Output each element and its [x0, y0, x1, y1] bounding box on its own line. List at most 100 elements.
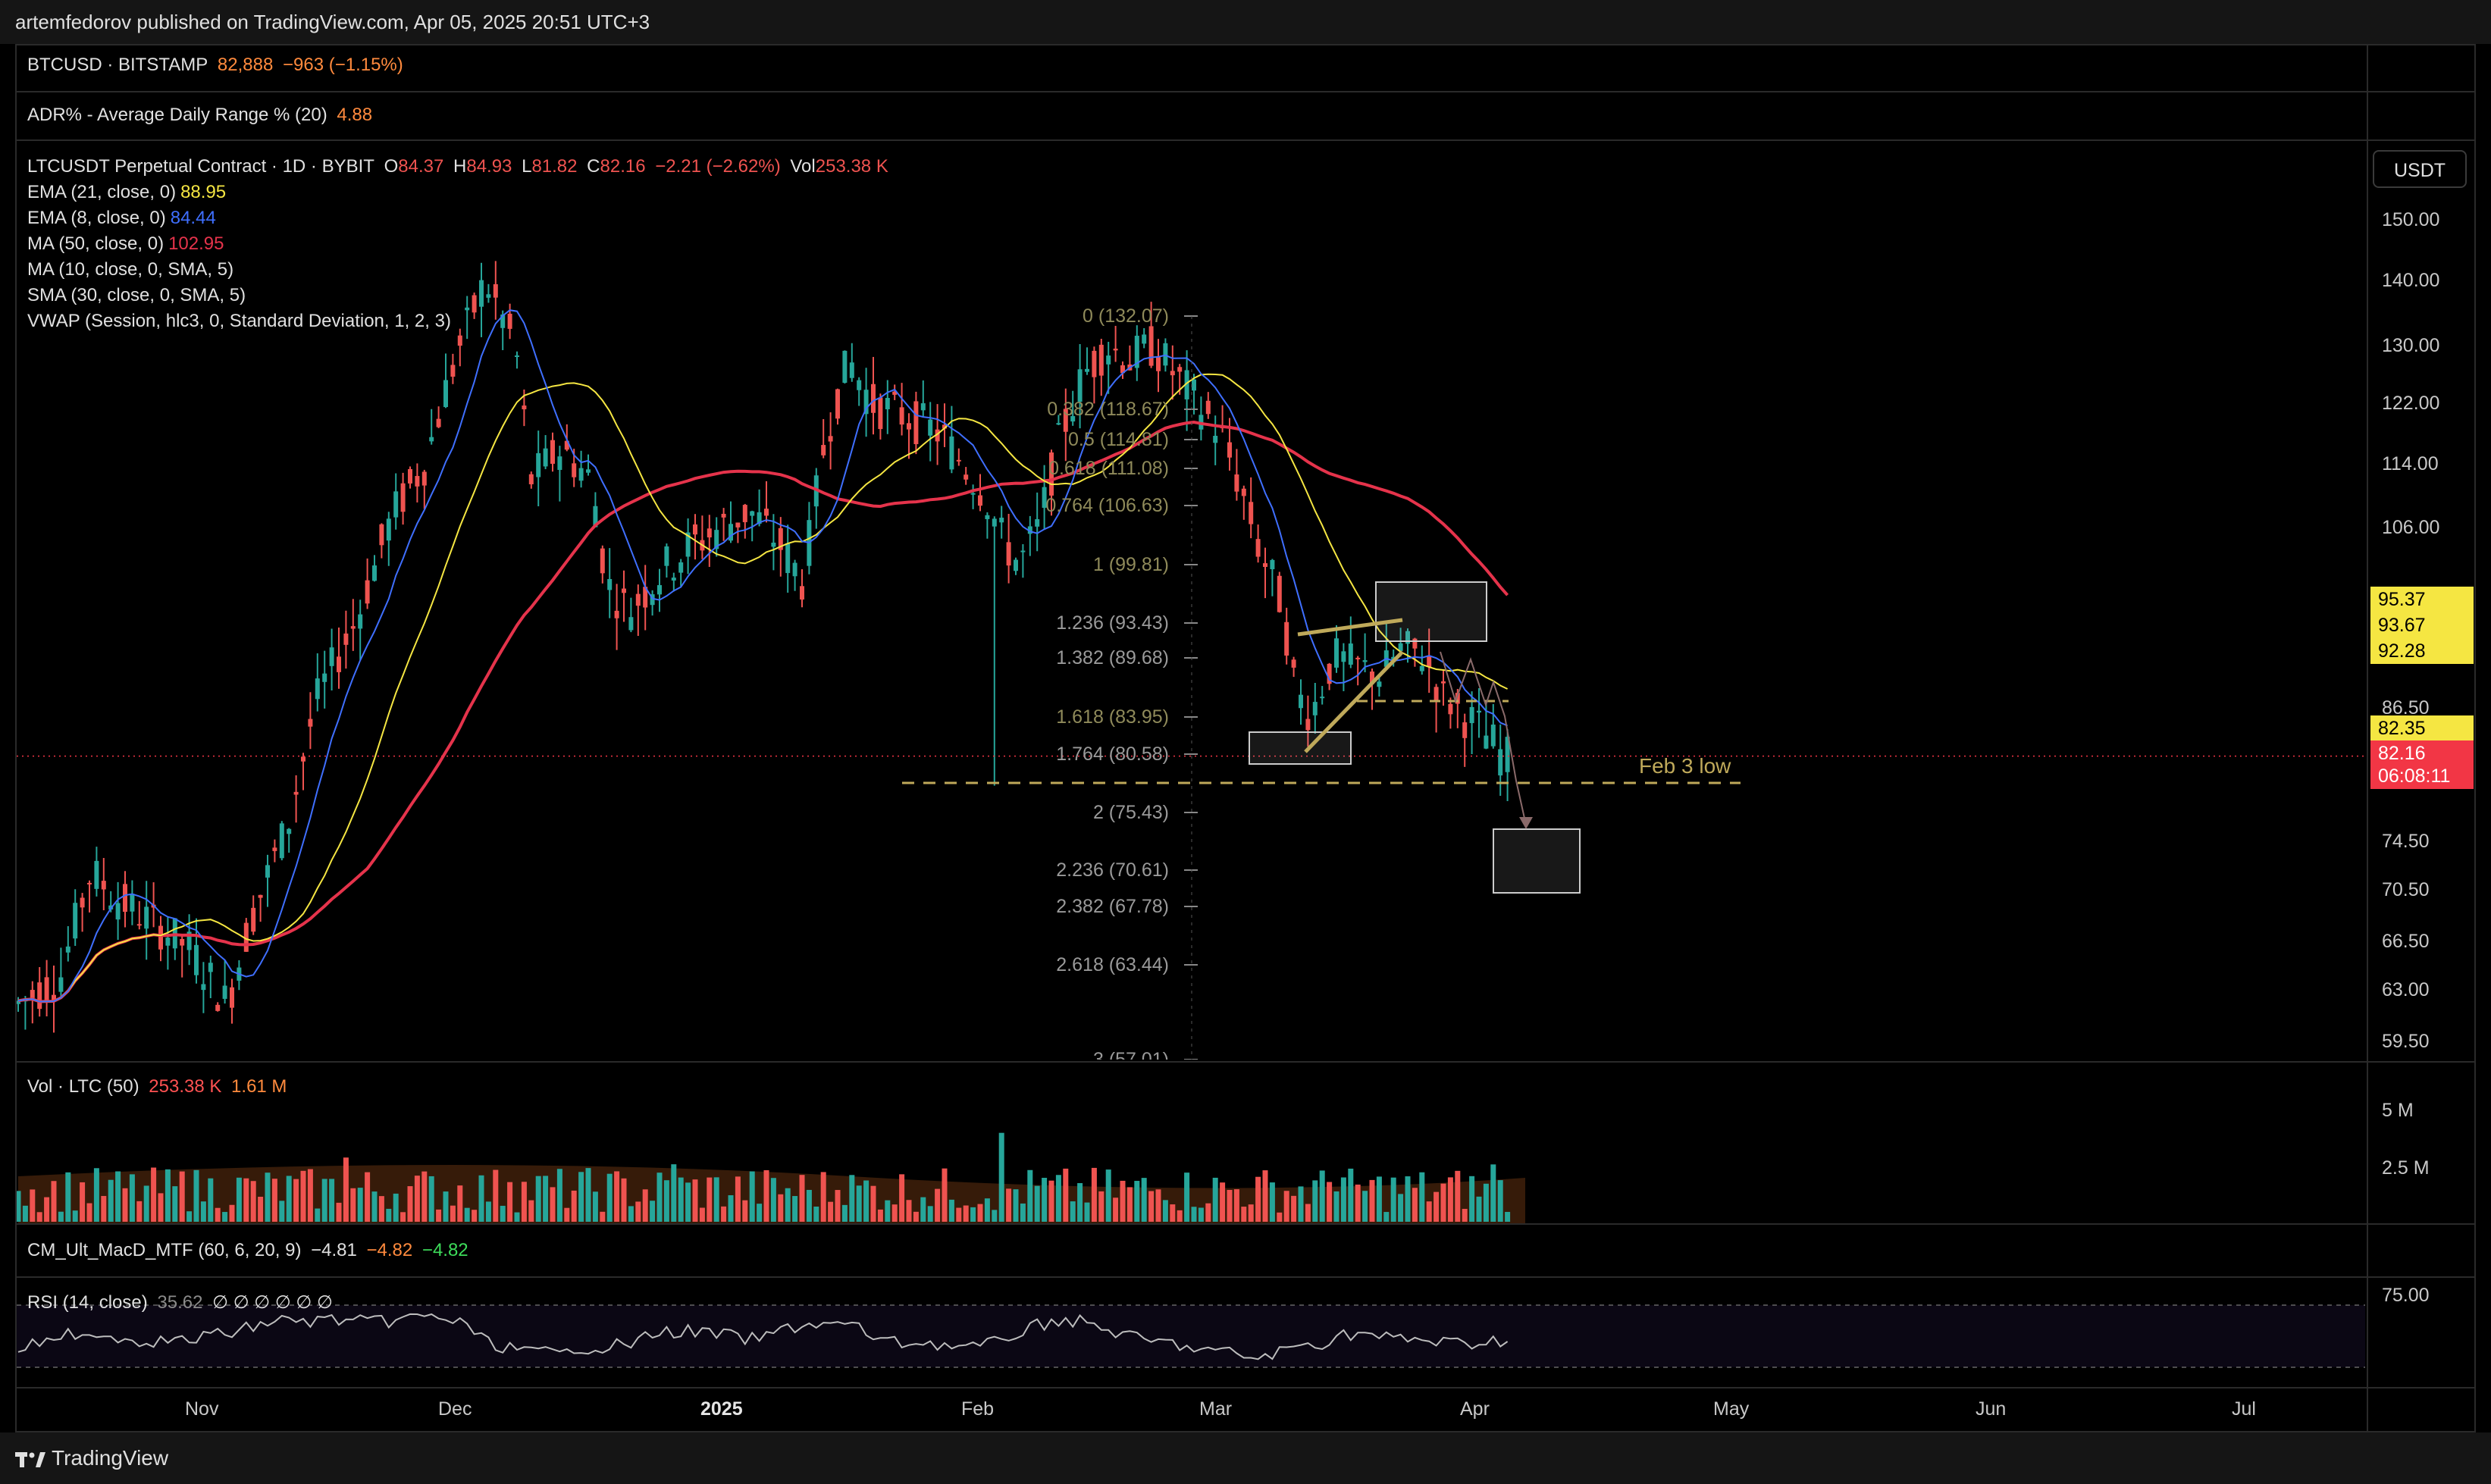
volume-bar — [778, 1194, 784, 1222]
volume-bar — [258, 1196, 264, 1222]
volume-bar — [1277, 1212, 1283, 1222]
candle-body — [578, 468, 584, 481]
tradingview-logo[interactable]: TradingView — [15, 1432, 168, 1484]
pane-separator-4 — [15, 1223, 2476, 1225]
rsi-chart[interactable] — [17, 1278, 2365, 1387]
volume-bar — [17, 1191, 21, 1222]
rsi-label: RSI (14, close) — [27, 1292, 148, 1313]
candle-body — [1213, 436, 1218, 443]
volume-bar — [1333, 1191, 1340, 1222]
volume-bar — [671, 1164, 677, 1222]
currency-button[interactable]: USDT — [2373, 150, 2467, 188]
indicator-row[interactable]: MA (50, close, 0) 102.95 — [27, 233, 228, 255]
adr-legend[interactable]: ADR% - Average Daily Range % (20) 4.88 — [27, 105, 377, 126]
candle-body — [628, 617, 634, 631]
volume-value: 253.38 K — [149, 1076, 222, 1097]
volume-legend[interactable]: Vol · LTC (50) 253.38 K 1.61 M — [27, 1076, 291, 1097]
volume-bar — [885, 1200, 891, 1222]
indicator-row[interactable]: EMA (21, close, 0) 88.95 — [27, 182, 230, 203]
volume-bar — [564, 1207, 570, 1222]
main-legend[interactable]: LTCUSDT Perpetual Contract · 1D · BYBIT … — [27, 156, 893, 177]
pane-separator-1 — [15, 91, 2476, 92]
candle-body — [935, 429, 940, 442]
volume-bar — [735, 1176, 741, 1222]
candle-body — [1177, 367, 1183, 372]
candle-body — [671, 578, 676, 581]
volume-bar — [1305, 1204, 1311, 1222]
volume-chart[interactable] — [17, 1063, 2365, 1223]
indicator-row[interactable]: SMA (30, close, 0, SMA, 5) — [27, 285, 255, 306]
candle-body — [101, 881, 106, 890]
volume-bar — [650, 1201, 656, 1222]
volume-bar — [1155, 1189, 1161, 1222]
volume-bar — [1212, 1177, 1218, 1222]
candle-body — [1355, 657, 1361, 659]
time-axis-label: May — [1713, 1398, 1750, 1420]
price-axis-label: 86.50 — [2382, 697, 2430, 719]
fib-level-label: 2.618 (63.44) — [1056, 954, 1169, 975]
candle-body — [222, 985, 227, 999]
btc-legend[interactable]: BTCUSD · BITSTAMP 82,888 −963 (−1.15%) — [27, 55, 408, 76]
price-axis-label: 70.50 — [2382, 879, 2430, 900]
candle-body — [58, 977, 64, 992]
candle-body — [386, 518, 391, 541]
volume-bar — [550, 1187, 556, 1222]
volume-bar — [920, 1197, 926, 1222]
volume-bar — [22, 1205, 28, 1222]
volume-bar — [1269, 1182, 1275, 1222]
ohlc-open: 84.37 — [398, 156, 444, 177]
volume-bar — [236, 1177, 242, 1222]
candle-body — [1156, 357, 1161, 371]
volume-bar — [1312, 1180, 1318, 1222]
candle-body — [1348, 643, 1353, 665]
volume-bar — [421, 1171, 428, 1222]
fib-level-label: 2.382 (67.78) — [1056, 896, 1169, 917]
candle-body — [1312, 702, 1318, 715]
volume-bar — [1291, 1195, 1297, 1222]
volume-bar — [1241, 1207, 1247, 1222]
candle-body — [465, 307, 470, 311]
fib-level-label: 1.764 (80.58) — [1056, 744, 1169, 765]
fib-level-label: 0.5 (114.81) — [1068, 429, 1169, 450]
indicator-row[interactable]: MA (10, close, 0, SMA, 5) — [27, 259, 243, 280]
candle-body — [600, 548, 605, 574]
flag-bottom-line — [1304, 650, 1404, 753]
candle-body — [785, 543, 791, 574]
volume-bar — [1162, 1200, 1168, 1222]
volume-bar — [535, 1176, 541, 1222]
volume-bar — [179, 1171, 185, 1222]
macd-label: CM_Ult_MacD_MTF (60, 6, 20, 9) — [27, 1240, 302, 1260]
candle-body — [650, 594, 655, 606]
macd-legend[interactable]: CM_Ult_MacD_MTF (60, 6, 20, 9) −4.81 −4.… — [27, 1240, 473, 1261]
rsi-legend[interactable]: RSI (14, close) 35.62 ∅ ∅ ∅ ∅ ∅ ∅ — [27, 1291, 337, 1313]
candle-body — [436, 418, 441, 427]
volume-bar — [286, 1176, 292, 1222]
candle-body — [1255, 539, 1261, 557]
volume-bar — [891, 1204, 898, 1222]
candle-body — [1263, 563, 1267, 567]
pane-separator-2 — [15, 139, 2476, 141]
candle-body — [115, 903, 121, 920]
rsi-band — [17, 1305, 2365, 1367]
volume-bar — [906, 1200, 912, 1222]
candle-body — [258, 894, 263, 898]
candle-body — [1241, 488, 1246, 496]
indicator-row[interactable]: VWAP (Session, hlc3, 0, Standard Deviati… — [27, 311, 460, 332]
volume-bar — [1063, 1168, 1069, 1222]
price-chart[interactable]: Feb 3 low 0 (132.07) 0.382 (118.67) 0.5 (11… — [17, 141, 2365, 1060]
candle-body — [1370, 672, 1374, 684]
volume-bar — [1191, 1207, 1197, 1222]
volume-bar — [841, 1204, 848, 1222]
indicator-row[interactable]: EMA (8, close, 0) 84.44 — [27, 208, 221, 229]
volume-bar — [942, 1168, 948, 1222]
volume-bar — [820, 1172, 826, 1222]
ohlc-change: −2.21 (−2.62%) — [655, 156, 781, 177]
candle-body — [728, 524, 733, 541]
volume-bar — [813, 1206, 819, 1222]
candle-body — [657, 585, 662, 595]
volume-bar — [464, 1207, 470, 1222]
candle-body — [999, 518, 1004, 523]
volume-bar — [443, 1191, 449, 1222]
volume-bar — [151, 1167, 157, 1222]
candle-body — [1077, 369, 1083, 402]
